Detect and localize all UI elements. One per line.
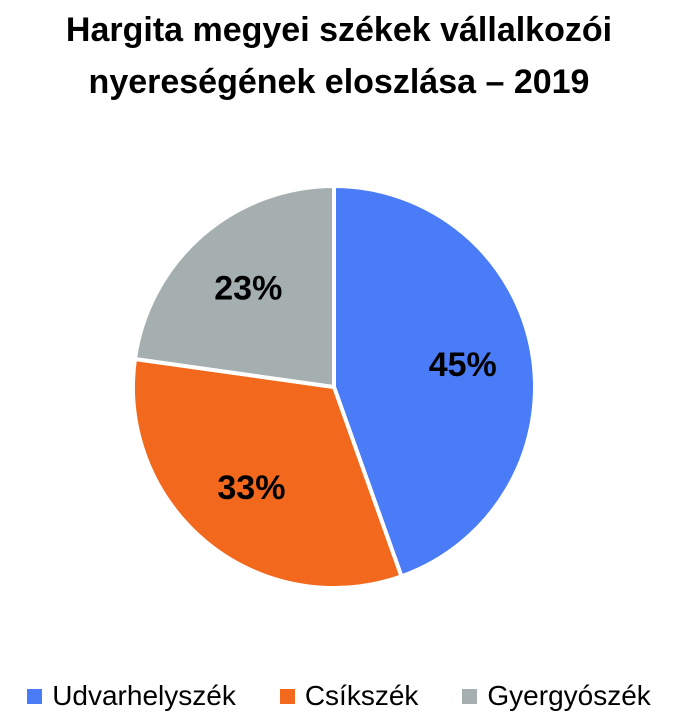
pie-slice-gyergyoszek — [132, 184, 336, 389]
legend-swatch-gyergyoszek — [462, 688, 478, 704]
data-label-udvarhelyszek: 45% — [429, 346, 497, 384]
legend-label-csikszek: Csíkszék — [304, 680, 419, 711]
legend-label-udvarhelyszek: Udvarhelyszék — [52, 680, 236, 711]
legend-item-udvarhelyszek: Udvarhelyszék — [27, 680, 236, 712]
legend-swatch-csikszek — [279, 688, 295, 704]
legend-label-gyergyoszek: Gyergyószék — [487, 680, 651, 711]
chart-title: Hargita megyei székek vállalkozói nyeres… — [0, 4, 678, 108]
legend-item-csikszek: Csíkszék — [279, 680, 419, 712]
chart-title-line-1: Hargita megyei székek vállalkozói — [65, 11, 613, 49]
pie-slice-csikszek — [131, 356, 404, 590]
legend-swatch-udvarhelyszek — [27, 688, 43, 704]
chart-title-line-2: nyereségének eloszlása – 2019 — [88, 63, 590, 101]
data-label-gyergyoszek: 23% — [214, 269, 282, 307]
chart-legend: Udvarhelyszék Csíkszék Gyergyószék — [0, 680, 678, 712]
pie-slice-udvarhelyszek — [332, 184, 537, 579]
data-label-csikszek: 33% — [217, 469, 285, 507]
legend-item-gyergyoszek: Gyergyószék — [462, 680, 651, 712]
